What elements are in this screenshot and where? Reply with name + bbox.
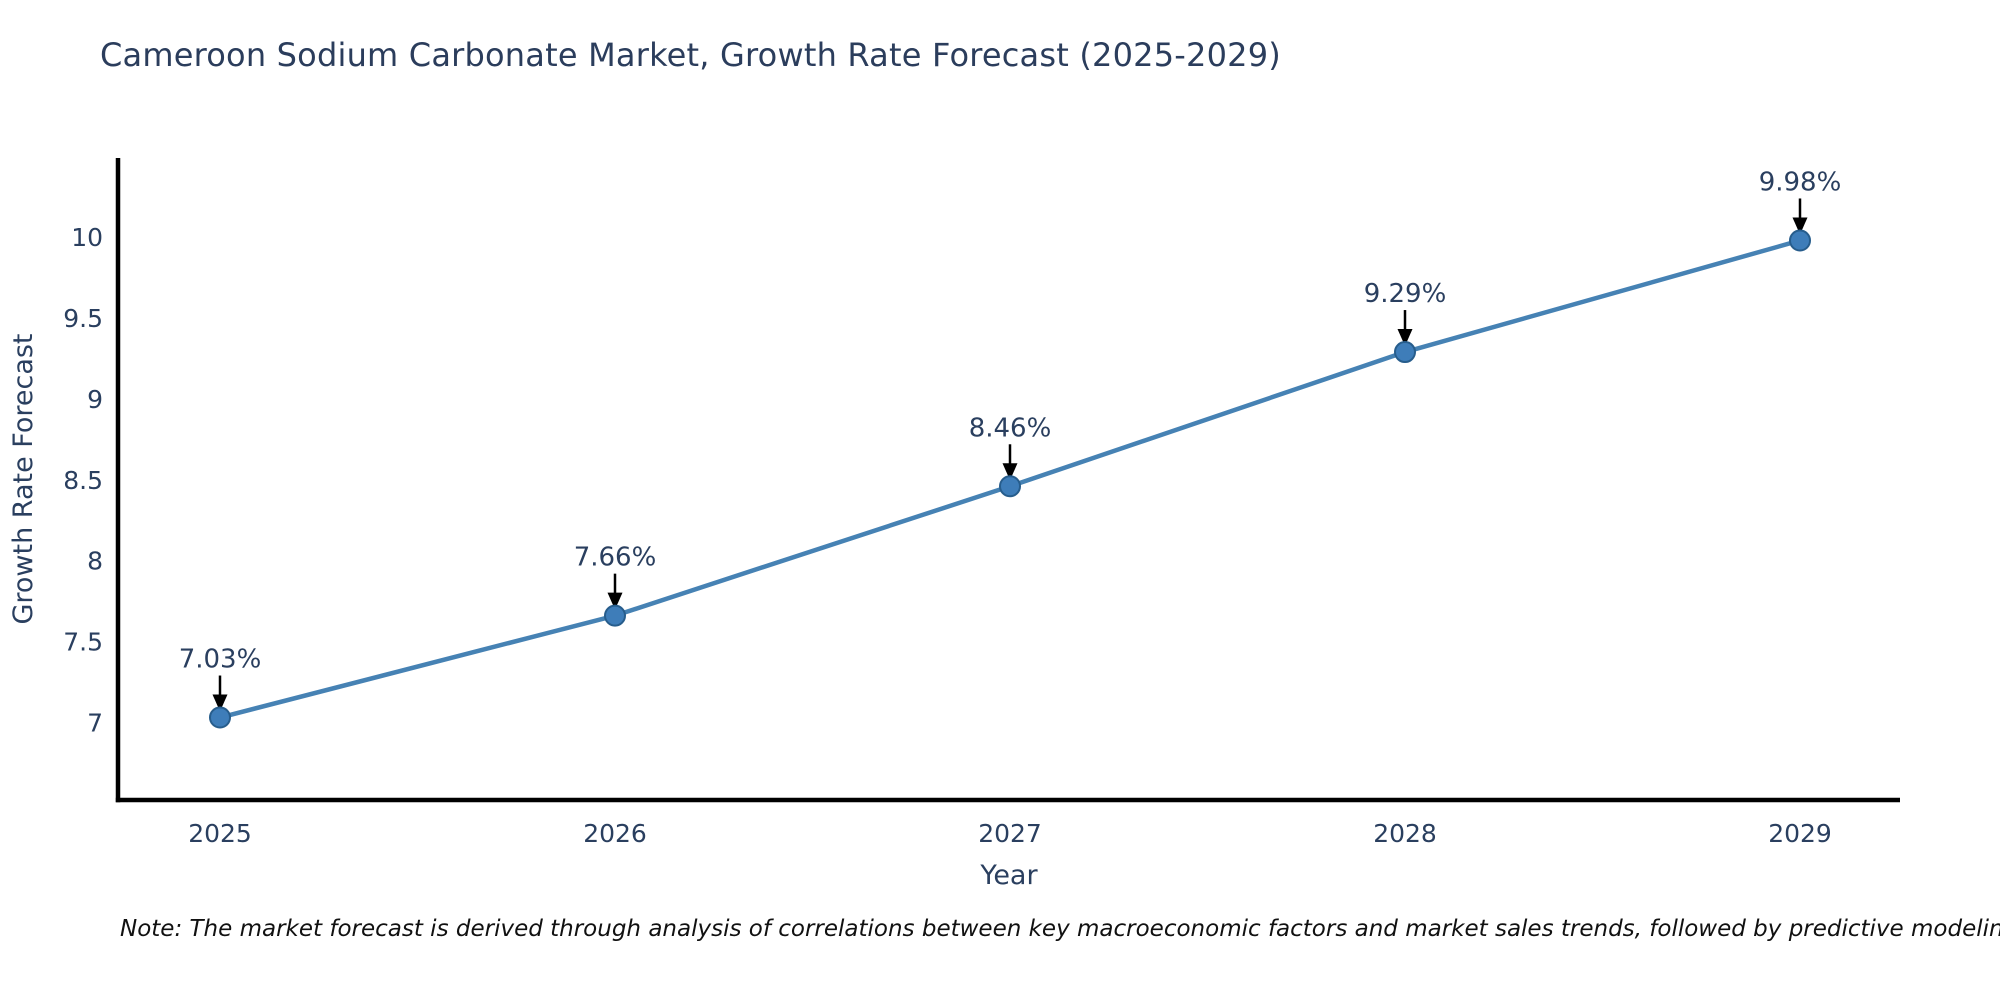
chart-title: Cameroon Sodium Carbonate Market, Growth…: [100, 36, 1281, 74]
y-tick-label: 10: [71, 223, 103, 252]
y-tick-label: 9: [87, 385, 103, 414]
data-point-marker: [999, 475, 1021, 498]
point-value-label: 8.46%: [969, 413, 1052, 443]
point-value-label: 9.29%: [1364, 279, 1447, 309]
data-point-marker: [1789, 229, 1811, 252]
x-tick-label: 2029: [1768, 819, 1832, 848]
point-value-label: 9.98%: [1759, 167, 1842, 197]
y-tick-label: 8.5: [63, 466, 103, 495]
y-tick-label: 7: [87, 708, 103, 737]
y-tick-label: 7.5: [63, 628, 103, 657]
annotation-arrowhead-icon: [212, 694, 228, 712]
data-point-marker: [604, 604, 626, 627]
point-value-label: 7.03%: [179, 645, 262, 675]
x-tick-label: 2027: [978, 819, 1042, 848]
x-tick-label: 2026: [583, 819, 647, 848]
data-point-marker: [1394, 341, 1416, 364]
footnote: Note: The market forecast is derived thr…: [120, 916, 2000, 942]
y-axis-title: Growth Rate Forecast: [8, 333, 39, 624]
y-tick-label: 8: [87, 547, 103, 576]
x-axis-title: Year: [979, 860, 1038, 891]
x-tick-label: 2025: [188, 819, 252, 848]
annotation-arrowhead-icon: [1792, 217, 1808, 235]
data-point-marker: [209, 706, 231, 729]
point-value-label: 7.66%: [574, 543, 657, 573]
annotation-arrowhead-icon: [607, 592, 623, 610]
annotation-arrowhead-icon: [1002, 463, 1018, 481]
y-tick-label: 9.5: [63, 304, 103, 333]
annotation-arrowhead-icon: [1397, 329, 1413, 347]
x-tick-label: 2028: [1373, 819, 1437, 848]
